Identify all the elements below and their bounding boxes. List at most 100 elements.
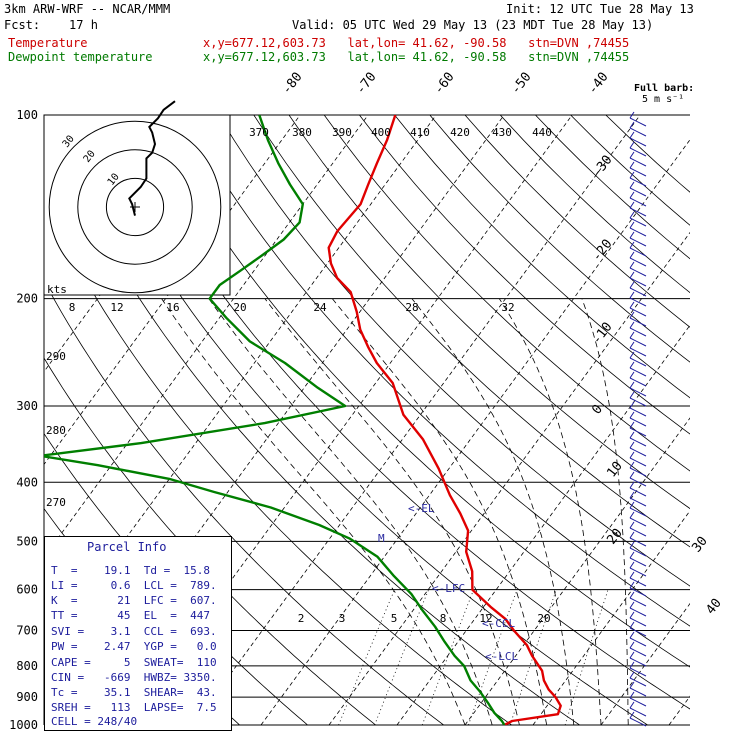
dry-adiabat bbox=[44, 280, 444, 725]
wind-barb bbox=[629, 417, 647, 427]
model-title: 3km ARW-WRF -- NCAR/MMM bbox=[4, 2, 171, 16]
wind-barb bbox=[629, 157, 647, 167]
wind-barb bbox=[629, 697, 647, 707]
pressure-tick-label: 500 bbox=[16, 534, 38, 548]
moist-adiabat bbox=[581, 298, 629, 725]
dewpoint-location-info: x,y=677.12,603.73 lat,lon= 41.62, -90.58… bbox=[203, 50, 630, 64]
wind-barb bbox=[629, 127, 647, 137]
isotherm-label: -80 bbox=[279, 70, 305, 98]
wind-barb bbox=[629, 387, 647, 397]
temperature-location-info: x,y=677.12,603.73 lat,lon= 41.62, -90.58… bbox=[203, 36, 630, 50]
pressure-tick-label: 800 bbox=[16, 659, 38, 673]
wind-barb-flag bbox=[629, 131, 635, 139]
isotherm bbox=[192, 115, 641, 725]
reference-temperature-label: 12 bbox=[110, 301, 123, 314]
wind-barb-flag bbox=[629, 361, 635, 369]
pressure-tick-label: 1000 bbox=[9, 718, 38, 732]
dry-adiabat bbox=[359, 115, 690, 435]
wind-barb-flag bbox=[629, 301, 635, 309]
temperature-profile bbox=[327, 115, 562, 725]
wind-barb-flag bbox=[629, 241, 635, 249]
wind-barb-flag bbox=[629, 541, 635, 549]
wind-barb-flag bbox=[629, 401, 635, 409]
mixing-ratio-label: 3 bbox=[339, 612, 346, 625]
wind-barb-flag bbox=[629, 551, 635, 559]
wind-barb bbox=[629, 687, 647, 697]
wind-barb-flag bbox=[629, 631, 635, 639]
level-marker: <-LCL bbox=[485, 650, 518, 663]
isotherm bbox=[44, 115, 369, 558]
moist-adiabat bbox=[331, 298, 547, 725]
wind-barb-flag bbox=[629, 571, 635, 579]
wind-barb bbox=[629, 517, 647, 527]
wind-barb-flag bbox=[629, 601, 635, 609]
isotherm-label: -20 bbox=[589, 237, 615, 265]
dry-adiabat bbox=[288, 115, 690, 510]
theta-label: 270 bbox=[46, 496, 66, 509]
wind-barb-flag bbox=[629, 621, 635, 629]
hodograph-ring bbox=[48, 120, 222, 294]
wind-barb bbox=[629, 647, 647, 657]
isotherm-label: -50 bbox=[508, 70, 534, 98]
wind-barb bbox=[629, 247, 647, 257]
wind-barb-flag bbox=[629, 161, 635, 169]
wind-barb bbox=[629, 137, 647, 147]
wind-barb bbox=[629, 497, 647, 507]
wind-barb bbox=[629, 507, 647, 517]
wind-barb bbox=[629, 597, 647, 607]
parcel-info-panel: Parcel Info T = 19.1 Td = 15.8 LI = 0.6 … bbox=[44, 536, 232, 731]
hodograph-ring bbox=[105, 177, 165, 237]
wind-barb-flag bbox=[629, 231, 635, 239]
wind-barb bbox=[629, 667, 647, 677]
isotherm bbox=[396, 324, 690, 725]
pressure-tick-label: 600 bbox=[16, 583, 38, 597]
wind-barb-flag bbox=[629, 511, 635, 519]
wind-barb bbox=[629, 557, 647, 567]
wind-barb bbox=[629, 607, 647, 617]
reference-temperature-label: 8 bbox=[69, 301, 76, 314]
wind-barb bbox=[629, 277, 647, 287]
level-marker: M bbox=[378, 532, 385, 545]
pressure-tick-label: 300 bbox=[16, 399, 38, 413]
wind-barb bbox=[629, 227, 647, 237]
wind-barb bbox=[629, 297, 647, 307]
wind-barb-flag bbox=[629, 711, 635, 719]
dry-adiabat bbox=[535, 115, 690, 260]
theta-label: 280 bbox=[46, 424, 66, 437]
theta-label: 390 bbox=[332, 126, 352, 139]
reference-temperature-label: 28 bbox=[405, 301, 418, 314]
wind-barb bbox=[629, 207, 647, 217]
wind-barb-flag bbox=[629, 661, 635, 669]
wind-barb-flag bbox=[629, 681, 635, 689]
wind-barb bbox=[629, 437, 647, 447]
wind-barb-flag bbox=[629, 381, 635, 389]
isotherm-label: 40 bbox=[703, 596, 724, 618]
level-marker: <-CCL bbox=[482, 617, 515, 630]
dry-adiabat bbox=[44, 117, 580, 725]
theta-label: 370 bbox=[249, 126, 269, 139]
wind-barb-flag bbox=[629, 371, 635, 379]
wind-barb bbox=[629, 547, 647, 557]
mixing-ratio-label: 20 bbox=[537, 612, 550, 625]
wind-barb-flag bbox=[629, 491, 635, 499]
isotherm-label: -70 bbox=[353, 70, 379, 98]
wind-barb-flag bbox=[629, 451, 635, 459]
wind-barb-flag bbox=[629, 691, 635, 699]
dewpoint-profile bbox=[44, 115, 506, 725]
moist-adiabat bbox=[411, 298, 575, 725]
wind-barb-flag bbox=[629, 211, 635, 219]
dry-adiabat bbox=[499, 115, 690, 294]
isotherm-label: -30 bbox=[589, 153, 615, 181]
forecast-hour: Fcst: 17 h bbox=[4, 18, 98, 32]
wind-barb bbox=[629, 117, 647, 127]
mixing-ratio-line bbox=[421, 589, 474, 725]
wind-barb-flag bbox=[629, 501, 635, 509]
wind-barb-flag bbox=[629, 701, 635, 709]
wind-barb bbox=[629, 347, 647, 357]
wind-barb-flag bbox=[629, 651, 635, 659]
wind-barb bbox=[629, 587, 647, 597]
wind-barb bbox=[629, 197, 647, 207]
wind-barb-flag bbox=[629, 271, 635, 279]
isotherm-label: 30 bbox=[689, 534, 710, 556]
